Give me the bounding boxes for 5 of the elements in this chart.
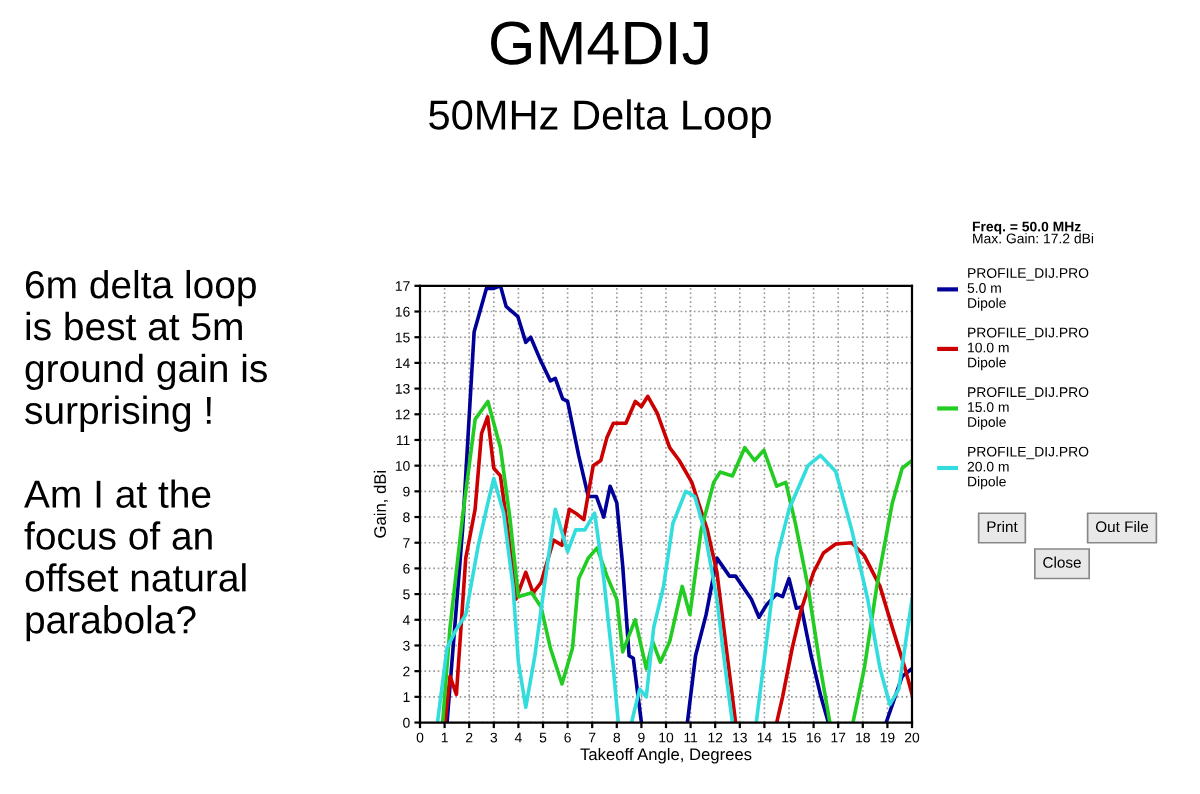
chart-subtitle: 50MHz Delta Loop <box>429 99 771 139</box>
y-axis-title: Gain, dBi <box>373 471 388 538</box>
chart-title: GM4DIJ <box>491 21 708 65</box>
x-axis-title: Takeoff Angle, Degrees <box>580 747 752 764</box>
text: 6m delta loop is best at 5m ground gain is surprising ! Am I at the focus of an offset natural parabola? <box>24 269 267 642</box>
